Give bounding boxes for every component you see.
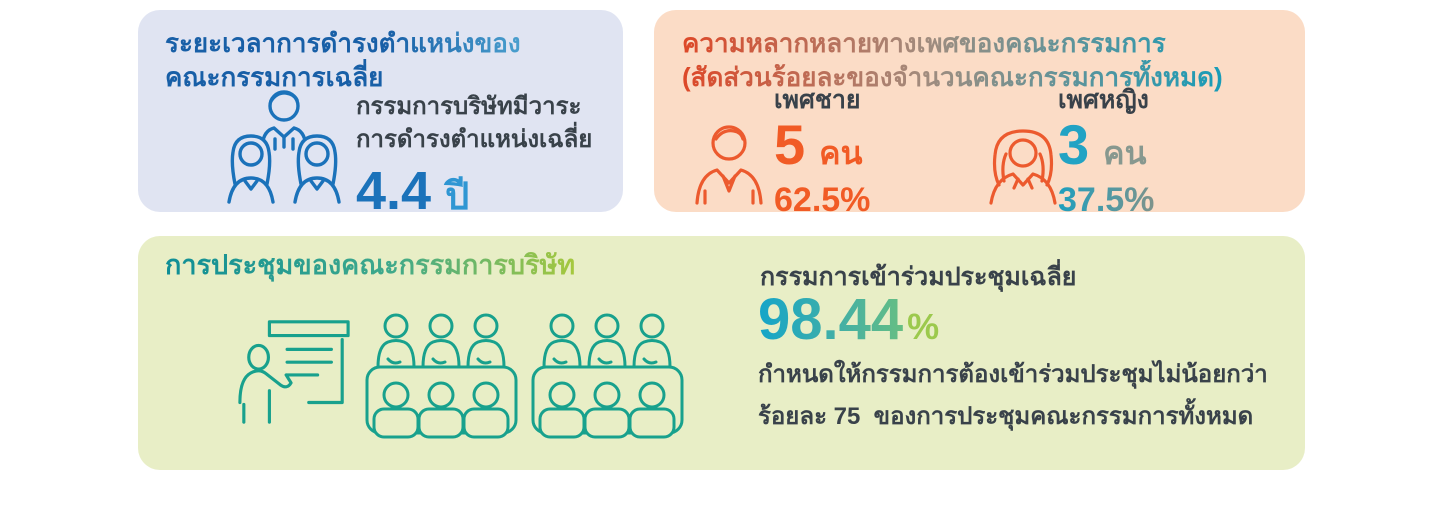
meeting-panel-title: การประชุมของคณะกรรมการบริษัท — [165, 250, 576, 280]
tenure-unit: ปี — [445, 176, 470, 218]
tenure-title-line2: คณะกรรมการเฉลี่ย — [165, 62, 384, 92]
male-icon — [695, 125, 763, 205]
attendance-value-row: 98.44 % — [758, 290, 939, 350]
tenure-body-line2: การดำรงตำแหน่งเฉลี่ย — [356, 126, 593, 153]
attendance-note-line1: กำหนดให้กรรมการต้องเข้าร่วมประชุมไม่น้อย… — [758, 361, 1268, 388]
female-stats: เพศหญิง 3 คน 37.5% — [1058, 86, 1154, 219]
presenter-board-icon — [238, 320, 350, 424]
gender-title-line2: (สัดส่วนร้อยละของจำนวนคณะกรรมการทั้งหมด) — [682, 62, 1223, 92]
gender-diversity-panel: ความหลากหลายทางเพศของคณะกรรมการ (สัดส่วน… — [654, 10, 1305, 219]
male-percent: 62.5% — [774, 181, 871, 219]
attendance-value: 98.44 — [758, 287, 904, 352]
attendance-note-line2: ร้อยละ 75 ของการประชุมคณะกรรมการทั้งหมด — [758, 403, 1254, 430]
male-count-unit: คน — [819, 135, 863, 171]
tenure-body-line1: กรรมการบริษัทมีวาระ — [356, 93, 582, 120]
female-label: เพศหญิง — [1058, 86, 1149, 114]
male-stats: เพศชาย 5 คน 62.5% — [774, 86, 870, 219]
tenure-description: กรรมการบริษัทมีวาระ การดำรงตำแหน่งเฉลี่ย… — [356, 90, 592, 226]
tenure-title-line1: ระยะเวลาการดำรงตำแหน่งของ — [165, 28, 521, 58]
tenure-panel-title: ระยะเวลาการดำรงตำแหน่งของ คณะกรรมการเฉลี… — [165, 26, 521, 94]
female-percent: 37.5% — [1058, 181, 1155, 219]
meeting-panel: การประชุมของคณะกรรมการบริษัท — [138, 236, 1305, 470]
attendance-label: กรรมการเข้าร่วมประชุมเฉลี่ย — [760, 263, 1077, 291]
male-label: เพศชาย — [774, 86, 861, 114]
tenure-value: 4.4 — [356, 161, 432, 221]
tenure-panel: ระยะเวลาการดำรงตำแหน่งของ คณะกรรมการเฉลี… — [138, 10, 623, 218]
meeting-table-icon — [365, 313, 518, 439]
board-members-group-icon — [227, 90, 341, 204]
attendance-percent-sign: % — [907, 306, 940, 347]
female-count: 3 — [1058, 113, 1090, 176]
female-count-unit: คน — [1103, 135, 1147, 171]
meeting-table-icon — [531, 313, 684, 439]
gender-panel-title: ความหลากหลายทางเพศของคณะกรรมการ (สัดส่วน… — [682, 26, 1223, 94]
gender-title-line1: ความหลากหลายทางเพศของคณะกรรมการ — [682, 26, 1223, 60]
male-count: 5 — [774, 113, 806, 176]
female-icon — [989, 129, 1057, 205]
